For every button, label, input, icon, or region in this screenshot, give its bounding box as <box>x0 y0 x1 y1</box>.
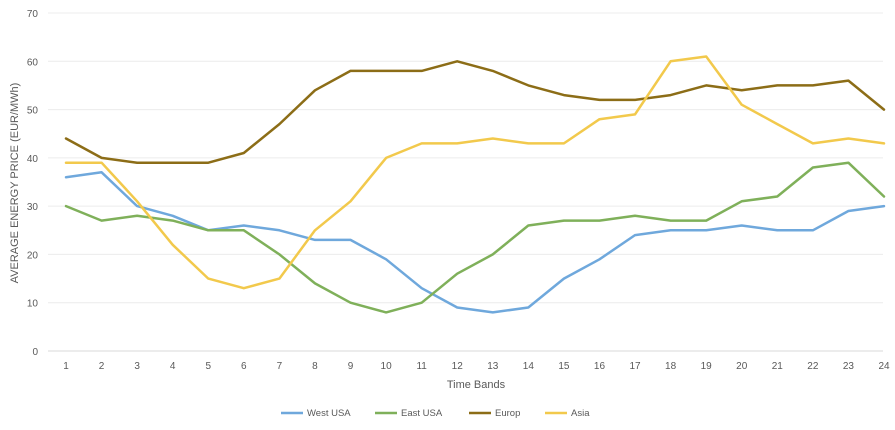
y-axis-label: AVERAGE ENERGY PRICE (EUR/MWh) <box>9 83 21 284</box>
legend-item-west-usa: West USA <box>281 408 351 419</box>
x-tick-label: 2 <box>99 361 105 372</box>
legend-item-east-usa: East USA <box>375 408 443 419</box>
x-tick-label: 22 <box>807 361 819 372</box>
y-tick-label: 30 <box>27 202 39 213</box>
x-tick-label: 8 <box>312 361 318 372</box>
x-tick-label: 3 <box>134 361 140 372</box>
x-tick-label: 13 <box>487 361 499 372</box>
x-axis-label: Time Bands <box>447 379 506 391</box>
x-tick-label: 11 <box>416 361 427 372</box>
y-tick-label: 0 <box>32 347 38 358</box>
x-tick-label: 20 <box>736 361 748 372</box>
x-tick-label: 12 <box>452 361 464 372</box>
x-tick-label: 17 <box>629 361 641 372</box>
legend-label: Asia <box>571 408 590 419</box>
y-tick-label: 60 <box>27 57 39 68</box>
y-tick-label: 40 <box>27 154 39 165</box>
x-tick-label: 23 <box>843 361 855 372</box>
y-tick-labels: 0 10 20 30 40 50 60 70 <box>27 9 39 358</box>
x-tick-labels: 1 2 3 4 5 6 7 8 9 10 11 12 13 14 15 16 17 18 19 20 21 22 23 24 <box>63 361 890 372</box>
y-tick-label: 50 <box>27 106 39 117</box>
y-tick-label: 20 <box>27 250 39 261</box>
grid-lines <box>48 12 883 352</box>
x-tick-label: 5 <box>205 361 211 372</box>
x-tick-label: 14 <box>523 361 535 372</box>
series-line-asia <box>64 55 886 290</box>
legend-label: East USA <box>401 408 443 419</box>
series-line-west-usa <box>64 171 886 314</box>
legend-label: West USA <box>307 408 351 419</box>
x-tick-label: 21 <box>772 361 784 372</box>
x-tick-label: 18 <box>665 361 677 372</box>
x-tick-label: 9 <box>348 361 354 372</box>
series-lines <box>64 55 886 314</box>
legend-item-europ: Europ <box>469 408 520 419</box>
legend-item-asia: Asia <box>545 408 590 419</box>
x-tick-label: 6 <box>241 361 247 372</box>
x-tick-label: 7 <box>277 361 283 372</box>
y-tick-label: 70 <box>27 9 39 20</box>
series-line-europ <box>64 60 886 164</box>
y-tick-label: 10 <box>27 299 39 310</box>
x-tick-label: 15 <box>558 361 570 372</box>
x-tick-label: 4 <box>170 361 176 372</box>
x-tick-label: 24 <box>878 361 890 372</box>
x-tick-label: 16 <box>594 361 606 372</box>
legend: West USA East USA Europ Asia <box>281 408 590 419</box>
x-tick-label: 10 <box>381 361 393 372</box>
x-tick-label: 1 <box>63 361 69 372</box>
x-tick-label: 19 <box>701 361 713 372</box>
series-line-east-usa <box>64 161 886 314</box>
legend-label: Europ <box>495 408 520 419</box>
